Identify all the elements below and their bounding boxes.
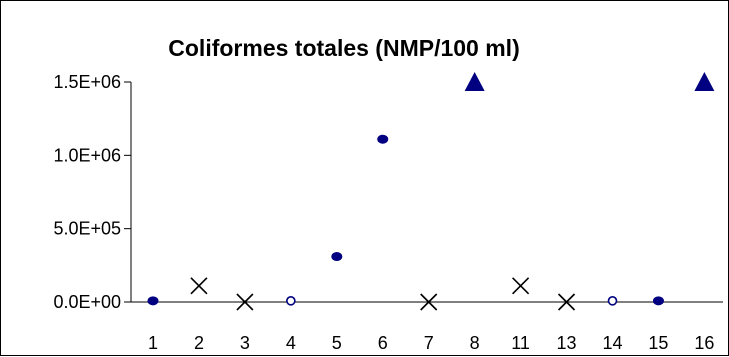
x-tick-label: 16 (694, 333, 714, 353)
y-axis-ticks: 0.0E+00 5.0E+05 1.0E+06 1.5E+06 (53, 72, 131, 312)
data-point-dot (147, 296, 159, 306)
x-tick-label: 1 (148, 333, 158, 353)
data-point-dot (652, 296, 664, 306)
y-tick-label: 1.0E+06 (53, 145, 121, 165)
x-tick-label: 15 (648, 333, 668, 353)
x-tick-label: 8 (470, 333, 480, 353)
cross-stroke (190, 277, 208, 295)
data-point-triangle (464, 72, 485, 91)
x-tick-label: 4 (286, 333, 296, 353)
data-point-triangle (694, 72, 715, 91)
cross-stroke (420, 293, 438, 311)
y-tick-label: 0.0E+00 (53, 292, 121, 312)
data-point-cross (512, 277, 530, 295)
data-point-open-circle (607, 296, 618, 306)
x-tick-label: 2 (194, 333, 204, 353)
cross-stroke (512, 277, 530, 295)
y-tick-label: 5.0E+05 (53, 219, 121, 239)
x-tick-label: 13 (557, 333, 577, 353)
data-point-dot (377, 134, 389, 144)
axes (124, 82, 723, 303)
data-point-open-circle (286, 296, 296, 306)
data-point-cross (236, 293, 254, 311)
x-tick-label: 5 (332, 333, 342, 353)
x-tick-label: 7 (424, 333, 434, 353)
x-tick-label: 11 (511, 333, 530, 353)
data-point-cross (190, 277, 208, 295)
cross-stroke (236, 293, 254, 311)
y-tick-label: 1.5E+06 (53, 72, 121, 92)
data-point-cross (557, 293, 576, 311)
x-tick-label: 3 (240, 333, 250, 353)
x-axis-ticks: 1 2 3 4 5 6 7 8 11 13 14 15 16 (148, 333, 714, 353)
data-point-cross (420, 293, 438, 311)
x-tick-label: 14 (602, 333, 622, 353)
data-point-dot (331, 252, 343, 262)
cross-stroke (557, 293, 576, 311)
data-markers (147, 72, 715, 311)
chart-title: Coliformes totales (NMP/100 ml) (168, 35, 519, 61)
x-tick-label: 6 (378, 333, 388, 353)
